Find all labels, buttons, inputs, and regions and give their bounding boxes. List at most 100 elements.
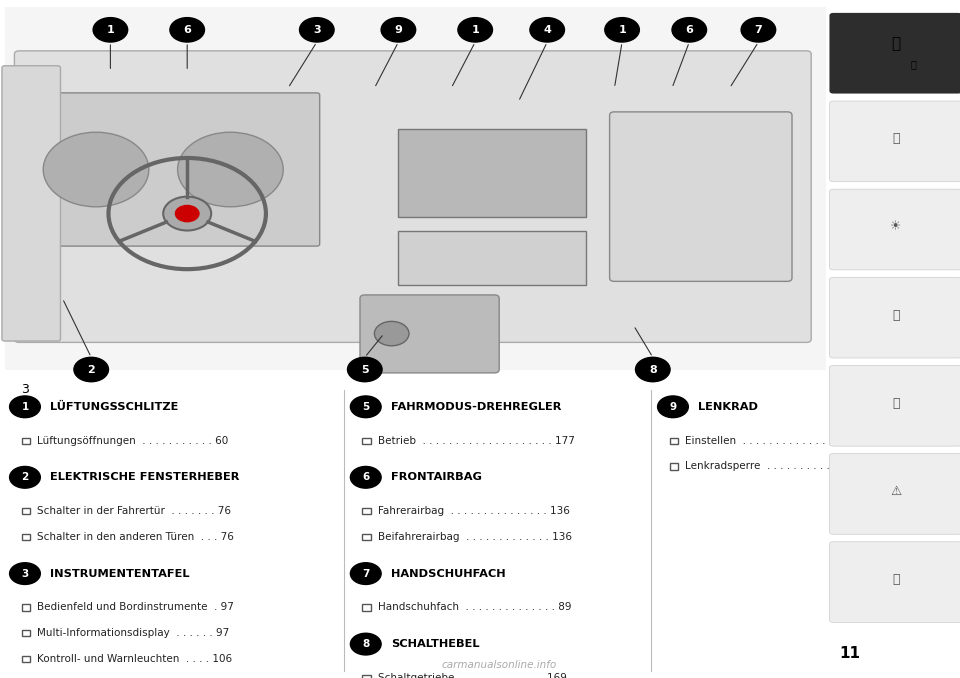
FancyBboxPatch shape xyxy=(14,51,811,342)
Circle shape xyxy=(175,205,200,222)
Text: 5: 5 xyxy=(362,402,370,412)
Text: Kontroll- und Warnleuchten  . . . . 106: Kontroll- und Warnleuchten . . . . 106 xyxy=(37,654,232,664)
Bar xyxy=(362,508,371,514)
Text: 1: 1 xyxy=(618,25,626,35)
Circle shape xyxy=(10,396,40,418)
Text: Handschuhfach  . . . . . . . . . . . . . . 89: Handschuhfach . . . . . . . . . . . . . … xyxy=(378,603,572,612)
Text: 9: 9 xyxy=(395,25,402,35)
Text: Fahrerairbag  . . . . . . . . . . . . . . . 136: Fahrerairbag . . . . . . . . . . . . . .… xyxy=(378,506,570,516)
Text: 📋: 📋 xyxy=(892,573,900,586)
FancyBboxPatch shape xyxy=(829,101,960,182)
Circle shape xyxy=(605,18,639,42)
Text: 6: 6 xyxy=(685,25,693,35)
FancyBboxPatch shape xyxy=(610,112,792,281)
Text: 9: 9 xyxy=(669,402,677,412)
Text: 6: 6 xyxy=(183,25,191,35)
Text: Schalter in den anderen Türen  . . . 76: Schalter in den anderen Türen . . . 76 xyxy=(37,532,234,542)
Text: Beifahrerairbag  . . . . . . . . . . . . . 136: Beifahrerairbag . . . . . . . . . . . . … xyxy=(378,532,572,542)
Text: Betrieb  . . . . . . . . . . . . . . . . . . . . 177: Betrieb . . . . . . . . . . . . . . . . … xyxy=(378,436,575,445)
Bar xyxy=(22,508,31,514)
FancyBboxPatch shape xyxy=(829,454,960,534)
Circle shape xyxy=(741,18,776,42)
Circle shape xyxy=(10,466,40,488)
FancyBboxPatch shape xyxy=(829,13,960,94)
FancyBboxPatch shape xyxy=(2,66,60,341)
Circle shape xyxy=(672,18,707,42)
Bar xyxy=(362,675,371,678)
Circle shape xyxy=(163,197,211,231)
Bar xyxy=(22,438,31,443)
Text: Schalter in der Fahrertür  . . . . . . . 76: Schalter in der Fahrertür . . . . . . . … xyxy=(37,506,231,516)
Circle shape xyxy=(348,357,382,382)
Circle shape xyxy=(350,466,381,488)
Circle shape xyxy=(93,18,128,42)
Text: SCHALTHEBEL: SCHALTHEBEL xyxy=(391,639,479,649)
Circle shape xyxy=(636,357,670,382)
Text: 5: 5 xyxy=(361,365,369,374)
Circle shape xyxy=(381,18,416,42)
Text: 8: 8 xyxy=(649,365,657,374)
Bar xyxy=(362,534,371,540)
FancyBboxPatch shape xyxy=(45,93,320,246)
Text: 7: 7 xyxy=(362,569,370,578)
Text: 4: 4 xyxy=(543,25,551,35)
Text: ELEKTRISCHE FENSTERHEBER: ELEKTRISCHE FENSTERHEBER xyxy=(50,473,239,482)
Text: 8: 8 xyxy=(362,639,370,649)
Text: 3: 3 xyxy=(21,569,29,578)
Circle shape xyxy=(530,18,564,42)
Circle shape xyxy=(374,321,409,346)
Text: 2: 2 xyxy=(21,473,29,482)
Bar xyxy=(22,656,31,662)
Text: Lenkradsperre  . . . . . . . . . . . . . . 41: Lenkradsperre . . . . . . . . . . . . . … xyxy=(685,462,874,471)
Text: FRONTAIRBAG: FRONTAIRBAG xyxy=(391,473,482,482)
Bar xyxy=(22,631,31,636)
FancyBboxPatch shape xyxy=(360,295,499,373)
Bar xyxy=(670,464,679,469)
FancyBboxPatch shape xyxy=(829,277,960,358)
Circle shape xyxy=(178,132,283,207)
Text: 🚗: 🚗 xyxy=(891,37,900,52)
Circle shape xyxy=(170,18,204,42)
Bar xyxy=(22,605,31,610)
Text: LENKRAD: LENKRAD xyxy=(698,402,758,412)
Circle shape xyxy=(300,18,334,42)
Bar xyxy=(398,231,586,285)
Text: carmanualsonline.info: carmanualsonline.info xyxy=(442,660,557,670)
FancyBboxPatch shape xyxy=(829,189,960,270)
Text: 🚘: 🚘 xyxy=(892,132,900,146)
Text: 1: 1 xyxy=(21,402,29,412)
Circle shape xyxy=(350,563,381,584)
Text: 11: 11 xyxy=(839,646,860,661)
Circle shape xyxy=(350,633,381,655)
Circle shape xyxy=(43,132,149,207)
Text: ☀: ☀ xyxy=(890,220,901,234)
Text: 1: 1 xyxy=(107,25,114,35)
Text: 6: 6 xyxy=(362,473,370,482)
Text: 3: 3 xyxy=(313,25,321,35)
Text: ⚠: ⚠ xyxy=(890,485,901,498)
Circle shape xyxy=(658,396,688,418)
Text: 🔧: 🔧 xyxy=(892,397,900,410)
Text: 1: 1 xyxy=(471,25,479,35)
Bar xyxy=(362,605,371,610)
Text: HANDSCHUHFACH: HANDSCHUHFACH xyxy=(391,569,505,578)
Bar xyxy=(362,438,371,443)
Text: Einstellen  . . . . . . . . . . . . . . . . . . 41: Einstellen . . . . . . . . . . . . . . .… xyxy=(685,436,876,445)
Text: Bedienfeld und Bordinstrumente  . 97: Bedienfeld und Bordinstrumente . 97 xyxy=(37,603,234,612)
Bar xyxy=(22,534,31,540)
Bar xyxy=(5,7,826,370)
Circle shape xyxy=(350,396,381,418)
Text: 👤: 👤 xyxy=(892,308,900,322)
Text: 3: 3 xyxy=(21,383,29,396)
Text: Lüftungsöffnungen  . . . . . . . . . . . 60: Lüftungsöffnungen . . . . . . . . . . . … xyxy=(37,436,228,445)
Text: 🔍: 🔍 xyxy=(910,60,916,69)
Text: INSTRUMENTENTAFEL: INSTRUMENTENTAFEL xyxy=(50,569,189,578)
Circle shape xyxy=(10,563,40,584)
Text: FAHRMODUS-DREHREGLER: FAHRMODUS-DREHREGLER xyxy=(391,402,561,412)
Text: 7: 7 xyxy=(755,25,762,35)
Circle shape xyxy=(74,357,108,382)
Bar xyxy=(398,129,586,217)
FancyBboxPatch shape xyxy=(829,542,960,622)
Text: LÜFTUNGSSCHLITZE: LÜFTUNGSSCHLITZE xyxy=(50,402,179,412)
Circle shape xyxy=(458,18,492,42)
